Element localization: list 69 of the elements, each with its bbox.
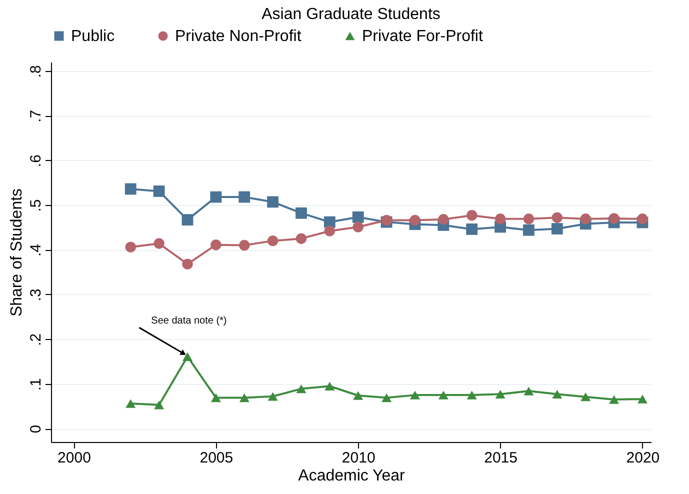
point bbox=[438, 390, 448, 400]
point bbox=[353, 391, 364, 400]
point bbox=[466, 210, 478, 221]
point bbox=[552, 212, 563, 223]
point bbox=[352, 222, 364, 232]
point bbox=[637, 214, 648, 224]
point bbox=[523, 224, 534, 236]
y-tick-label: .6 bbox=[28, 154, 44, 168]
point bbox=[239, 393, 250, 402]
point bbox=[154, 400, 164, 410]
point bbox=[637, 394, 648, 404]
point bbox=[495, 390, 506, 398]
point bbox=[238, 191, 250, 203]
point bbox=[153, 186, 165, 197]
point bbox=[268, 392, 278, 401]
point bbox=[324, 382, 335, 390]
y-tick-label: .7 bbox=[28, 110, 44, 122]
point bbox=[182, 258, 193, 270]
y-tick-label: .1 bbox=[28, 378, 44, 391]
point bbox=[552, 390, 562, 398]
point bbox=[524, 386, 534, 396]
legend-label: Private For-Profit bbox=[362, 28, 484, 45]
point bbox=[580, 392, 591, 402]
chart-title: Asian Graduate Students bbox=[262, 6, 440, 23]
point bbox=[382, 393, 392, 402]
point bbox=[466, 224, 478, 235]
legend-label: Public bbox=[71, 28, 115, 45]
point bbox=[267, 235, 278, 246]
point bbox=[126, 399, 136, 408]
y-tick-label: 0 bbox=[28, 424, 44, 434]
point bbox=[296, 384, 306, 394]
point bbox=[182, 352, 192, 361]
point bbox=[410, 214, 420, 226]
point bbox=[609, 395, 620, 404]
point bbox=[494, 214, 506, 224]
y-tick-label: .5 bbox=[28, 199, 44, 212]
legend-label: Private Non-Profit bbox=[175, 28, 302, 45]
point bbox=[210, 393, 221, 402]
y-tick-label: .4 bbox=[28, 244, 44, 257]
y-tick-label: .8 bbox=[28, 65, 44, 78]
y-tick-label: .3 bbox=[28, 288, 44, 302]
y-tick-label: .2 bbox=[28, 333, 44, 346]
point bbox=[608, 213, 620, 224]
annotation: See data note (*) bbox=[151, 316, 227, 327]
x-axis-title: Academic Year bbox=[298, 468, 406, 484]
point bbox=[239, 240, 250, 251]
point bbox=[410, 390, 420, 400]
x-tick-label: 2015 bbox=[484, 450, 518, 466]
point bbox=[466, 390, 477, 400]
y-axis-title: Share of Students bbox=[8, 188, 26, 317]
point bbox=[580, 214, 591, 224]
point bbox=[438, 214, 449, 225]
point bbox=[124, 183, 136, 195]
point bbox=[210, 239, 222, 250]
point bbox=[523, 214, 534, 224]
point bbox=[352, 211, 364, 223]
x-tick-label: 2020 bbox=[626, 450, 660, 466]
point bbox=[296, 207, 307, 219]
point bbox=[551, 223, 563, 234]
point bbox=[267, 196, 278, 208]
point bbox=[210, 191, 222, 203]
x-tick-label: 2000 bbox=[58, 450, 91, 466]
point bbox=[182, 214, 194, 226]
point bbox=[296, 233, 307, 244]
point bbox=[324, 226, 336, 236]
point bbox=[154, 238, 164, 249]
point bbox=[125, 242, 136, 252]
x-tick-label: 2005 bbox=[200, 450, 234, 466]
x-tick-label: 2010 bbox=[342, 450, 376, 466]
